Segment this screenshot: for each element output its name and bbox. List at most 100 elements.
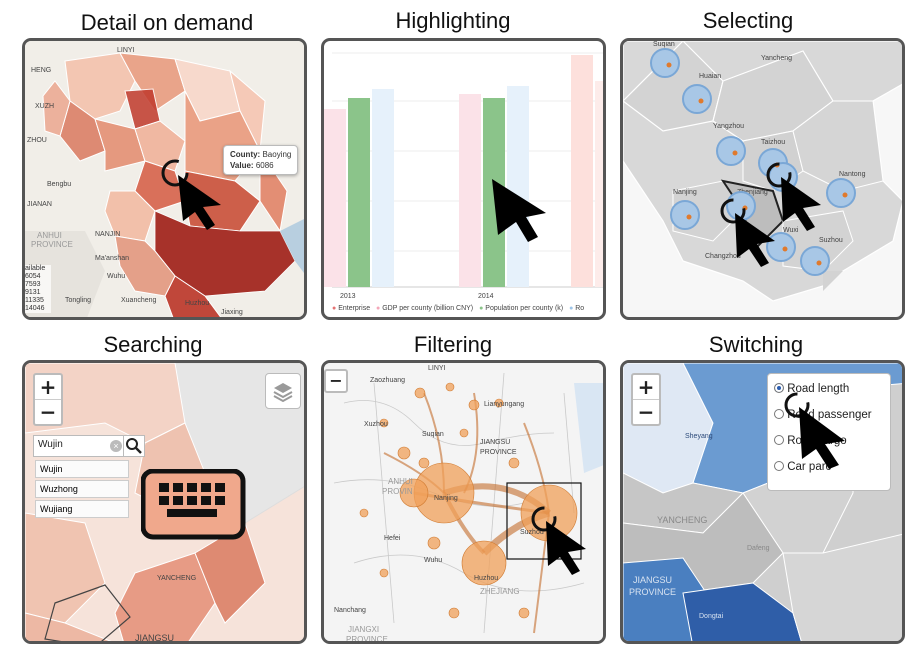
place-label: PROVINCE bbox=[480, 449, 517, 456]
search-result-item[interactable]: Wujiang bbox=[35, 500, 129, 518]
layer-option-label: Road length bbox=[787, 383, 850, 395]
title-highlighting: Highlighting bbox=[395, 8, 511, 33]
map-legend: ailable 6054 7593 9131 11335 14046 bbox=[25, 265, 51, 313]
tooltip-value-value: 6086 bbox=[255, 161, 274, 170]
city-label: Suqian bbox=[653, 41, 675, 48]
clear-search-icon[interactable]: × bbox=[110, 440, 122, 452]
place-label: HENG bbox=[31, 67, 52, 74]
title-switching: Switching bbox=[708, 332, 804, 357]
place-label: Nanjing bbox=[434, 495, 458, 502]
place-label: JIANGSU bbox=[633, 575, 673, 585]
place-label: Huzhou bbox=[185, 300, 210, 307]
place-label: PROVIN bbox=[382, 487, 413, 496]
searching-map[interactable]: + − Wujin × Wujin Wuzhong Wujiang YANCHE… bbox=[22, 360, 307, 644]
layer-option-road-length[interactable]: Road length bbox=[774, 382, 849, 395]
filter-selection-box bbox=[506, 482, 582, 560]
legend-title: ailable bbox=[25, 265, 46, 272]
search-icon bbox=[126, 438, 142, 454]
legend-population[interactable]: Population per county (k) bbox=[485, 305, 564, 312]
tooltip-value-label: Value: bbox=[230, 161, 254, 170]
place-label: PROVINCE bbox=[629, 587, 677, 597]
place-label: Suqian bbox=[422, 431, 444, 438]
layers-icon bbox=[273, 383, 293, 403]
place-label: Wuhu bbox=[107, 273, 126, 280]
place-label: NANJIN bbox=[95, 231, 121, 238]
city-label: Suzhou bbox=[819, 237, 843, 244]
legend-value: 6054 bbox=[25, 273, 41, 280]
legend-value: 11335 bbox=[25, 297, 44, 304]
place-label: YANCHENG bbox=[157, 575, 197, 582]
zoom-out-button[interactable]: − bbox=[329, 371, 343, 390]
radio-icon[interactable] bbox=[774, 409, 784, 419]
zoom-in-button[interactable]: + bbox=[637, 375, 655, 399]
layer-option-label: Car parc bbox=[787, 461, 832, 473]
radio-icon[interactable] bbox=[774, 435, 784, 445]
bar-gdp-2014 bbox=[459, 94, 481, 287]
zoom-in-button[interactable]: + bbox=[39, 375, 57, 399]
layer-option-car-parc[interactable]: Car parc bbox=[774, 460, 831, 473]
search-result-item[interactable]: Wuzhong bbox=[35, 480, 129, 498]
search-box: Wujin × bbox=[33, 435, 143, 457]
city-label: Wuxi bbox=[783, 227, 799, 234]
bar-road-2014 bbox=[507, 86, 529, 287]
city-label: Yancheng bbox=[761, 55, 793, 62]
city-label: Nanjing bbox=[673, 189, 697, 196]
selecting-map[interactable]: Suqian Yancheng Huaian Yangzhou Taizhou … bbox=[620, 38, 905, 320]
place-label: Dafeng bbox=[747, 545, 770, 552]
filter-cursor-icon bbox=[531, 506, 586, 575]
switching-map[interactable]: + − Road length Road passenger Road carg… bbox=[620, 360, 905, 644]
place-label: Suzhou bbox=[520, 529, 544, 536]
place-label: Hefei bbox=[384, 535, 401, 542]
place-label: ANHUI bbox=[388, 477, 413, 486]
place-label: Dongtai bbox=[699, 613, 724, 620]
city-label: Huaian bbox=[699, 73, 722, 80]
zoom-out-button[interactable]: − bbox=[633, 399, 659, 424]
select-cursor-icon bbox=[720, 198, 775, 267]
place-label: Xuzhou bbox=[364, 421, 388, 428]
place-label: JIANGXI bbox=[348, 625, 380, 634]
x-tick-label: 2013 bbox=[340, 293, 356, 300]
pointer-cursor-icon bbox=[492, 179, 546, 242]
place-label: Lianyungang bbox=[484, 401, 525, 408]
place-label: PROVINCE bbox=[346, 635, 388, 644]
layers-button[interactable] bbox=[265, 373, 301, 409]
legend-gdp[interactable]: GDP per county (billion CNY) bbox=[382, 305, 474, 312]
search-input[interactable]: Wujin bbox=[38, 439, 63, 450]
radio-icon[interactable] bbox=[774, 461, 784, 471]
place-label: Tongling bbox=[65, 297, 92, 304]
chart-legend: ● Enterprise ● GDP per county (billion C… bbox=[332, 305, 585, 312]
bar-gdp-2013 bbox=[324, 109, 346, 287]
legend-value: 9131 bbox=[25, 289, 41, 296]
place-label: JIANAN bbox=[27, 201, 52, 208]
legend-road[interactable]: Ro bbox=[575, 305, 585, 312]
place-label: PROVINCE bbox=[31, 240, 73, 249]
place-label: LINYI bbox=[117, 47, 135, 54]
legend-value: 14046 bbox=[25, 305, 45, 312]
legend-value: 7593 bbox=[25, 281, 41, 288]
bar-chart bbox=[324, 52, 603, 288]
zoom-out-button[interactable]: − bbox=[35, 399, 61, 424]
title-detail-on-demand: Detail on demand bbox=[80, 10, 254, 35]
tooltip-county-value: Baoying bbox=[262, 150, 292, 159]
search-result-item[interactable]: Wujin bbox=[35, 460, 129, 478]
search-button[interactable] bbox=[123, 435, 145, 457]
legend-enterprise[interactable]: Enterprise bbox=[338, 305, 371, 312]
filtering-map[interactable]: − LINYI Zaozhuang Xuzhou Lianyungang Suq… bbox=[321, 360, 606, 644]
radio-selected-icon[interactable] bbox=[774, 383, 784, 393]
place-label: ZHEJIANG bbox=[480, 587, 520, 596]
city-label: Taizhou bbox=[761, 139, 786, 146]
detail-on-demand-map[interactable]: LINYI HENG XUZH ZHOU Bengbu JIANAN ANHUI… bbox=[22, 38, 307, 320]
place-label: Ma'anshan bbox=[95, 255, 130, 262]
highlighting-chart[interactable]: 2013 2014 ● Enterprise ● GDP per county … bbox=[321, 38, 606, 320]
county-tooltip: County: Baoying Value: 6086 bbox=[223, 145, 299, 175]
select-cursor-icon bbox=[766, 162, 821, 231]
search-results: Wujin Wuzhong Wujiang bbox=[35, 460, 129, 518]
place-label: JIANGSU bbox=[480, 439, 511, 446]
place-label: XUZH bbox=[35, 103, 55, 110]
place-label: YANCHENG bbox=[657, 515, 708, 525]
zoom-control: + − bbox=[33, 373, 63, 426]
flow-map bbox=[324, 363, 603, 641]
place-label: JIANGSU bbox=[135, 633, 175, 643]
bar-road-next bbox=[595, 81, 603, 287]
place-label: Huzhou bbox=[474, 575, 499, 582]
